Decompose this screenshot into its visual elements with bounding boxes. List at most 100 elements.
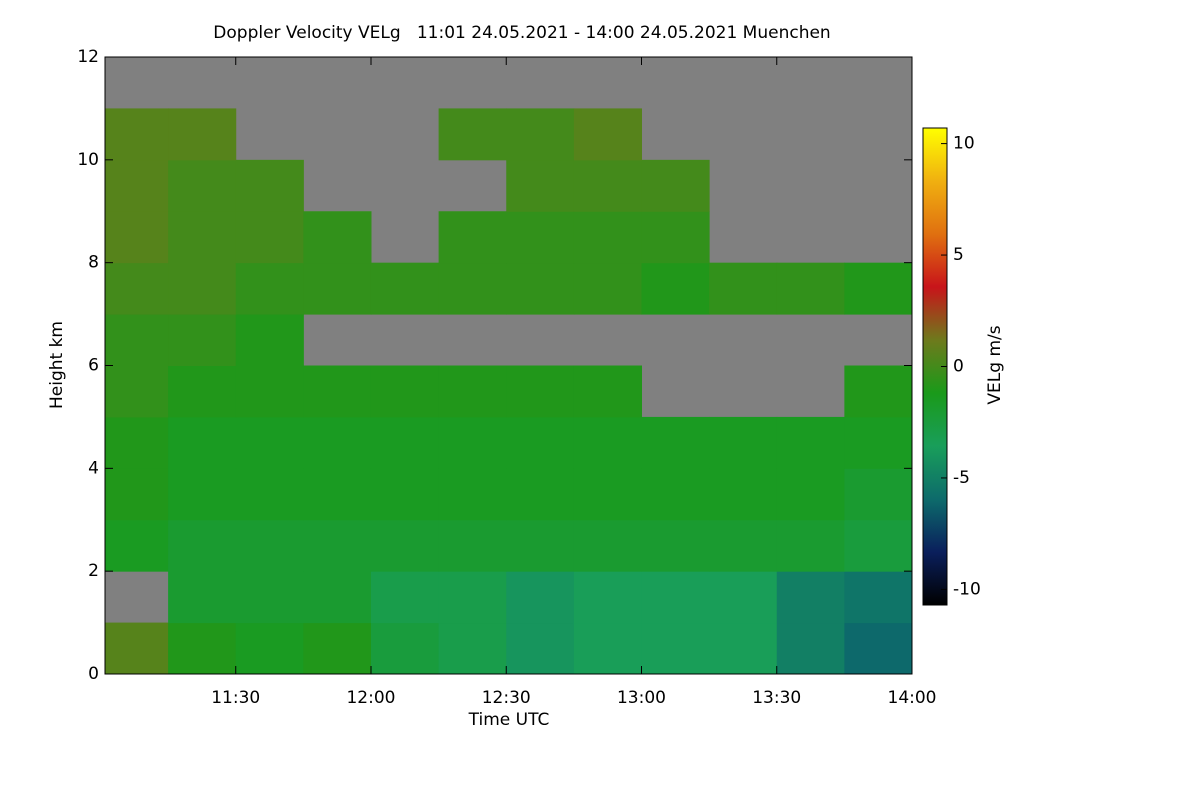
colorbar-tick-label: -10 (953, 579, 981, 599)
heatmap-cell (235, 468, 304, 521)
heatmap-cell (105, 159, 169, 212)
colorbar-label: VELg m/s (985, 325, 1005, 404)
plot-area (105, 57, 912, 674)
heatmap-cell (105, 416, 169, 469)
heatmap-cell (168, 519, 237, 572)
heatmap-cell (105, 314, 169, 366)
heatmap-cell (168, 262, 237, 315)
heatmap-cell (641, 262, 710, 315)
heatmap-cell (168, 108, 237, 161)
heatmap-cell (438, 262, 507, 315)
heatmap-cell (641, 468, 710, 521)
heatmap-cell (438, 622, 507, 674)
heatmap-cell (105, 262, 169, 315)
heatmap-cell (506, 622, 575, 674)
heatmap-cell (438, 468, 507, 521)
heatmap-cell (709, 571, 778, 624)
heatmap-cell (573, 159, 642, 212)
heatmap-cell (641, 571, 710, 624)
heatmap-cell (438, 211, 507, 264)
heatmap-cell (370, 262, 440, 315)
chart-title: Doppler Velocity VELg 11:01 24.05.2021 -… (213, 23, 830, 43)
heatmap-cell (844, 622, 912, 674)
heatmap-cell (438, 571, 507, 624)
heatmap-cell (168, 622, 237, 674)
heatmap-cell (168, 365, 237, 418)
heatmap-cell (105, 622, 169, 674)
heatmap-cell (105, 519, 169, 572)
x-tick-label: 12:30 (482, 688, 531, 708)
heatmap-cell (168, 159, 237, 212)
heatmap-cell (709, 622, 778, 674)
y-tick-label: 4 (88, 458, 99, 478)
heatmap-cell (235, 365, 304, 418)
y-tick-label: 10 (77, 150, 99, 170)
y-tick-label: 8 (88, 253, 99, 273)
x-tick-label: 12:00 (346, 688, 395, 708)
x-tick-label: 14:00 (888, 688, 937, 708)
heatmap-cell (641, 622, 710, 674)
colorbar-tick-label: 0 (953, 357, 964, 377)
heatmap-cell (235, 416, 304, 469)
heatmap-cell (573, 416, 642, 469)
heatmap-cell (506, 211, 575, 264)
heatmap-cell (168, 211, 237, 264)
x-tick-label: 13:00 (617, 688, 666, 708)
heatmap-cell (235, 314, 304, 366)
heatmap-cell (303, 416, 372, 469)
heatmap-cell (370, 416, 440, 469)
heatmap-cell (235, 159, 304, 212)
heatmap-cell (506, 262, 575, 315)
heatmap-cell (105, 108, 169, 161)
heatmap-cell (506, 416, 575, 469)
heatmap-cell (709, 416, 778, 469)
heatmap-cell (303, 211, 372, 264)
heatmap-cell (641, 416, 710, 469)
heatmap-cell (438, 416, 507, 469)
heatmap-cell (303, 468, 372, 521)
heatmap-cell (776, 416, 845, 469)
heatmap-cell (370, 468, 440, 521)
heatmap-cell (168, 314, 237, 366)
heatmap-cell (573, 519, 642, 572)
heatmap-cell (168, 468, 237, 521)
heatmap-cell (370, 519, 440, 572)
y-axis-label: Height km (47, 321, 67, 409)
heatmap-cell (844, 519, 912, 572)
heatmap-cell (303, 365, 372, 418)
heatmap-cell (370, 622, 440, 674)
heatmap-cell (235, 571, 304, 624)
heatmap-cell (168, 571, 237, 624)
heatmap-cell (844, 468, 912, 521)
heatmap-cell (641, 159, 710, 212)
y-tick-label: 12 (77, 47, 99, 67)
heatmap-cell (370, 571, 440, 624)
x-tick-label: 11:30 (211, 688, 260, 708)
heatmap-cell (709, 468, 778, 521)
heatmap-cell (641, 519, 710, 572)
heatmap-cell (105, 468, 169, 521)
heatmap-cell (506, 468, 575, 521)
heatmap-cell (303, 571, 372, 624)
colorbar-tick-label: 10 (953, 134, 975, 154)
heatmap-cell (370, 365, 440, 418)
heatmap-cell (438, 519, 507, 572)
heatmap-cell (709, 519, 778, 572)
heatmap-cell (235, 622, 304, 674)
heatmap-cell (506, 108, 575, 161)
heatmap-cell (844, 365, 912, 418)
heatmap-cell (235, 262, 304, 315)
heatmap-cell (303, 622, 372, 674)
heatmap-cell (235, 519, 304, 572)
colorbar-tick-label: 5 (953, 245, 964, 265)
heatmap-cell (641, 211, 710, 264)
y-tick-label: 0 (88, 664, 99, 684)
x-tick-label: 13:30 (752, 688, 801, 708)
heatmap-cell (105, 211, 169, 264)
heatmap-cell (776, 262, 845, 315)
heatmap-cell (105, 365, 169, 418)
heatmap-cell (506, 365, 575, 418)
heatmap-cell (438, 108, 507, 161)
heatmap-cell (573, 468, 642, 521)
